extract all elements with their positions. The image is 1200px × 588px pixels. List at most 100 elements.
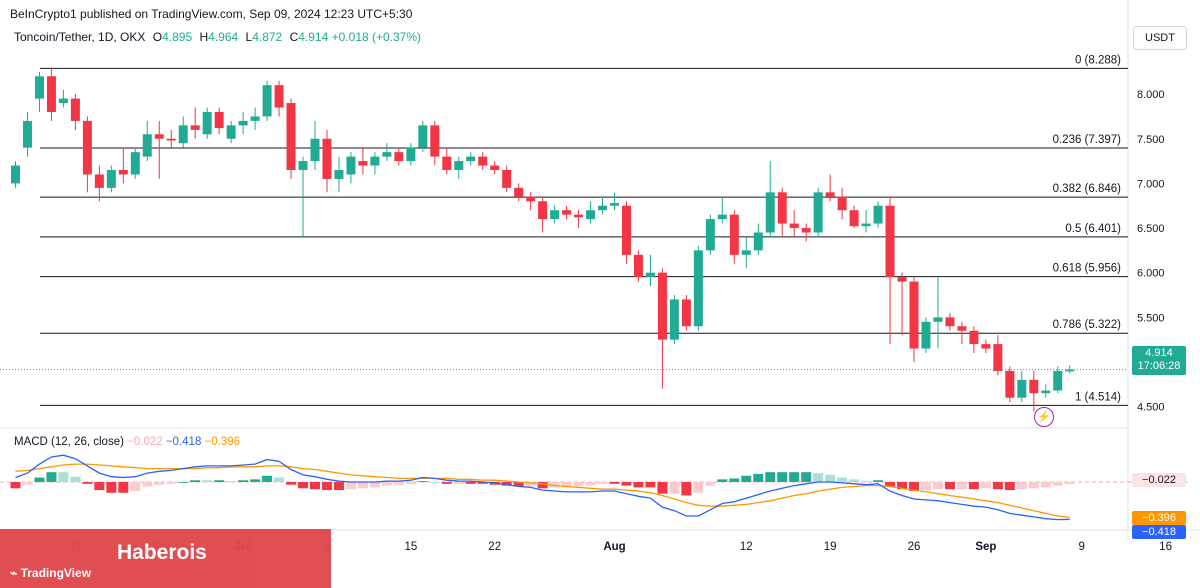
candle-body (1053, 370, 1063, 391)
currency-button[interactable]: USDT (1133, 26, 1187, 50)
candle-body (274, 85, 284, 108)
fib-label: 0.382 (6.846) (1053, 183, 1122, 195)
macd-hist-bar (393, 482, 404, 485)
macd-hist-bar (357, 482, 368, 489)
candle-body (46, 76, 56, 112)
candle-body (142, 134, 152, 157)
candle-body (310, 138, 320, 162)
macd-hist-bar (453, 482, 464, 484)
macd-hist-bar (657, 482, 668, 494)
macd-hist-bar (633, 482, 644, 488)
macd-signal-value: −0.396 (204, 436, 241, 448)
candle-body (849, 210, 859, 227)
candle-body (801, 228, 811, 233)
x-tick-label: Aug (603, 541, 625, 553)
y-tick-label: 6.000 (1137, 268, 1165, 280)
x-tick-label: Sep (975, 541, 996, 553)
macd-hist-bar (333, 482, 344, 491)
high-label: H (199, 30, 209, 44)
macd-hist-bar (717, 479, 728, 483)
candle-body (562, 210, 572, 215)
candle-body (262, 85, 272, 117)
macd-hist-bar (920, 482, 931, 491)
candle-body (418, 125, 428, 148)
candle-body (657, 272, 667, 340)
x-tick-label: 22 (488, 541, 501, 553)
macd-hist-bar (106, 482, 117, 493)
macd-hist-bar (621, 482, 632, 486)
candle-body (1041, 390, 1051, 394)
macd-hist-bar (561, 482, 572, 488)
candle-body (166, 138, 176, 141)
candle-body (250, 116, 260, 121)
candle-body (933, 317, 943, 322)
candle-body (705, 219, 715, 251)
candle-body (454, 161, 464, 170)
x-tick-label: 26 (908, 541, 921, 553)
macd-hist-bar (214, 480, 225, 483)
candle-body (190, 125, 200, 130)
macd-hist-bar (1016, 482, 1027, 490)
macd-hist-bar (286, 482, 297, 485)
macd-hist-bar (609, 482, 620, 484)
candle-body (202, 111, 212, 135)
candle-body (514, 187, 524, 197)
macd-hist-bar (897, 482, 908, 490)
y-tick-label: 7.000 (1137, 178, 1165, 190)
candle-body (981, 344, 991, 349)
macd-line-tag: −0.418 (1132, 525, 1186, 539)
macd-hist-bar (441, 482, 452, 484)
macd-hist-bar (705, 482, 716, 486)
macd-hist-bar (58, 472, 69, 483)
candle-body (11, 165, 20, 184)
macd-hist-bar (1064, 482, 1075, 484)
macd-hist-bar (381, 482, 392, 486)
candle-body (610, 203, 619, 206)
macd-hist-bar (465, 482, 476, 484)
macd-hist-bar (70, 476, 81, 483)
tradingview-icon: ⌁ (10, 566, 21, 580)
tradingview-logo: ⌁ TradingView (10, 566, 91, 580)
fib-retracement: 0 (8.288) 0.236 (7.397) 0.382 (6.846) 0.5 (… (40, 54, 1128, 406)
macd-hist-bar (274, 477, 285, 483)
macd-label: MACD (12, 26, close) (14, 436, 124, 448)
candle-body (909, 281, 919, 349)
macd-hist-bar (501, 482, 512, 486)
macd-hist-bar (513, 482, 524, 487)
candle-body (370, 156, 380, 166)
x-tick-label: 16 (1159, 541, 1172, 553)
candle-body (837, 196, 847, 211)
macd-hist-bar (525, 482, 536, 487)
high-value: 4.964 (208, 30, 239, 44)
candle-body (574, 214, 584, 218)
candle-body (1005, 370, 1015, 398)
macd-hist-bar (777, 472, 788, 483)
last-price-tag: 4.914 17:06:28 (1132, 346, 1186, 375)
candle-body (70, 98, 80, 121)
macd-legend[interactable]: MACD (12, 26, close) −0.022 −0.418 −0.39… (14, 436, 240, 448)
lightning-icon[interactable]: ⚡ (1034, 407, 1054, 427)
macd-hist-bar (801, 472, 812, 483)
macd-hist-bar (585, 482, 596, 486)
candle-body (1017, 379, 1027, 398)
macd-hist-bar (885, 482, 896, 487)
macd-hist-bar (417, 481, 428, 483)
macd-hist-bar (202, 480, 213, 483)
y-tick-label: 8.000 (1137, 89, 1165, 101)
macd-hist-bar (429, 482, 440, 483)
candle-body (825, 192, 835, 197)
macd-hist-bar (549, 482, 560, 488)
macd-hist-bar (477, 482, 488, 484)
candle-body (94, 174, 104, 188)
candle-body (921, 321, 931, 349)
macd-hist-bar (729, 478, 740, 483)
macd-hist-bar (166, 482, 177, 484)
candle-body (286, 103, 296, 170)
candle-body (621, 205, 631, 255)
candle-body (598, 205, 608, 211)
open-label: O (152, 30, 163, 44)
close-value: 4.914 (298, 30, 329, 44)
macd-line-value: −0.418 (165, 436, 202, 448)
